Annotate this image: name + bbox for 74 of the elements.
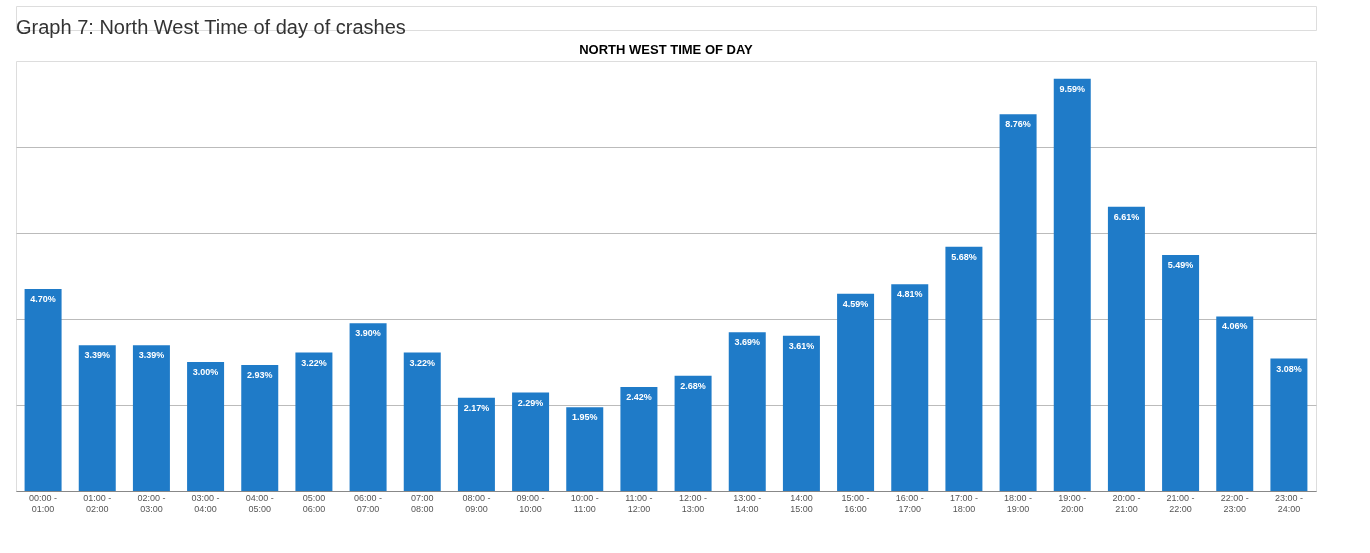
bar [295,352,333,491]
bar [999,114,1037,491]
x-tick-label: 09:00 - 10:00 [516,492,545,514]
bar [78,345,116,491]
x-tick-label: 16:00 - 17:00 [895,492,924,514]
bar [782,335,820,491]
bar [728,332,766,491]
data-label: 3.22% [301,357,327,368]
x-tick-label: 19:00 - 20:00 [1058,492,1087,514]
x-tick-label: 08:00 - 09:00 [462,492,491,514]
data-label: 4.59% [842,298,869,309]
data-label: 2.42% [626,391,652,402]
x-tick-label: 00:00 - 01:00 [29,492,58,514]
x-tick-label: 01:00 - 02:00 [83,492,112,514]
data-label: 3.61% [788,340,815,351]
data-label: 3.39% [84,350,111,361]
data-label: 9.59% [1059,83,1086,94]
x-tick-label: 04:00 - 05:00 [245,492,274,514]
x-tick-label: 05:00 06:00 [302,492,326,514]
bar [512,392,550,491]
bar [945,246,983,491]
x-tick-label: 11:00 - 12:00 [625,492,653,514]
x-tick-label: 12:00 - 13:00 [679,492,708,514]
chart-title: NORTH WEST TIME OF DAY [579,42,754,57]
x-tick-label: 17:00 - 18:00 [949,492,978,514]
data-label: 3.39% [138,350,165,361]
data-label: 5.68% [951,251,977,262]
bar [1053,78,1091,491]
x-tick-label: 06:00 - 07:00 [354,492,383,514]
x-tick-label: 20:00 - 21:00 [1112,492,1141,514]
bar [891,284,929,491]
data-label: 3.00% [192,367,219,377]
bar [837,293,875,491]
data-label: 8.76% [1005,119,1031,130]
data-label: 5.49% [1167,259,1194,270]
data-label: 4.81% [896,289,923,300]
bar [241,365,279,491]
x-tick-label: 07:00 08:00 [410,492,434,514]
bar [1216,316,1254,491]
data-label: 6.61% [1113,211,1140,222]
x-tick-label: 21:00 - 22:00 [1166,492,1195,514]
bar [187,362,225,491]
x-tick-label: 13:00 - 14:00 [733,492,762,514]
x-tick-label: 22:00 - 23:00 [1220,492,1249,514]
bar [349,323,387,491]
bar [1107,206,1145,491]
bar [620,386,658,491]
bar [1270,358,1308,491]
bar [457,397,495,491]
data-label: 3.69% [734,337,761,348]
data-label: 2.93% [246,370,273,381]
bar [24,288,62,491]
data-label: 3.22% [409,357,436,368]
bar [566,407,604,491]
data-label: 2.29% [517,397,544,408]
data-label: 3.90% [355,328,381,339]
bar [1162,254,1200,491]
bar [403,352,441,491]
x-tick-label: 15:00 - 16:00 [841,492,870,514]
data-label: 4.06% [1221,321,1248,332]
x-tick-label: 14:00 15:00 [790,492,813,514]
bar [132,345,170,491]
data-label: 1.95% [571,412,598,423]
x-tick-label: 23:00 - 24:00 [1274,492,1303,514]
bar [674,375,712,491]
x-tick-label: 18:00 - 19:00 [1004,492,1033,514]
x-tick-label: 03:00 - 04:00 [191,492,220,514]
caption: Graph 7: North West Time of day of crashes [16,16,406,38]
x-tick-label: 02:00 - 03:00 [137,492,166,514]
data-label: 3.08% [1276,363,1302,374]
data-label: 2.68% [680,380,706,391]
x-tick-label: 10:00 - 11:00 [570,492,599,514]
data-label: 2.17% [463,402,490,413]
data-label: 4.70% [30,293,56,304]
